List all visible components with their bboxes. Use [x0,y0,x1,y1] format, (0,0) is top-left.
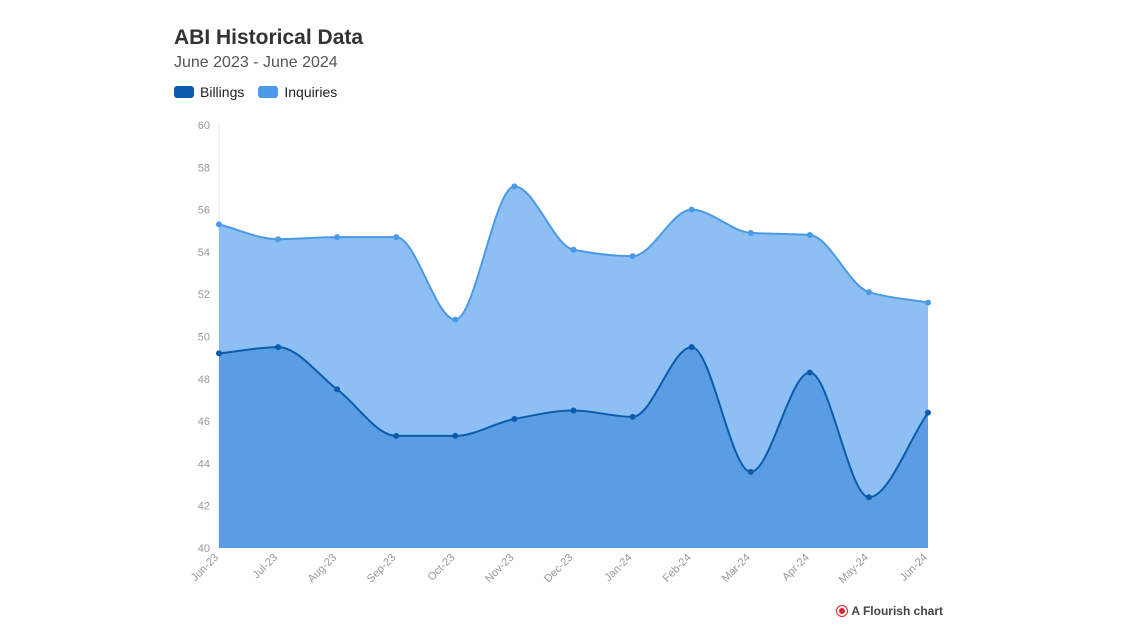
inquiries-point [688,206,695,213]
inquiries-point [629,253,636,260]
billings-point [806,369,813,376]
x-tick-label: Sep-23 [365,552,399,586]
x-tick-label: Oct-23 [426,552,458,584]
x-tick-label: Mar-24 [720,552,753,585]
billings-point [393,432,400,439]
legend-swatch-inquiries [258,86,279,98]
billings-point [925,409,931,416]
x-tick-label: Nov-23 [483,552,517,586]
flourish-credit-label: A Flourish chart [851,604,943,618]
y-tick-label: 48 [198,374,210,386]
x-tick-label: Dec-23 [542,552,576,586]
inquiries-point [865,289,872,296]
y-tick-label: 42 [198,501,210,513]
inquiries-point [511,183,518,190]
inquiries-point [334,234,341,241]
inquiries-point [806,231,813,238]
billings-line [218,346,929,499]
y-tick-label: 58 [198,162,210,174]
billings-point [629,413,636,420]
flourish-logo-icon [837,606,848,616]
chart-subtitle: June 2023 - June 2024 [174,54,338,71]
billings-point [865,494,872,501]
inquiries-point [925,299,931,306]
y-tick-label: 50 [198,332,210,344]
y-tick-label: 40 [198,543,210,555]
y-tick-label: 52 [198,289,210,301]
billings-point [570,407,577,414]
billings-point [334,386,341,393]
chart-title: ABI Historical Data [174,26,364,49]
inquiries-point [275,236,282,243]
x-tick-label: Feb-24 [661,552,694,585]
legend-label-billings: Billings [200,84,245,100]
flourish-credit[interactable]: A Flourish chart [837,604,943,618]
x-tick-label: Apr-24 [780,552,812,584]
inquiries-point [216,221,222,228]
x-tick-label: Jun-24 [898,552,930,584]
x-tick-label: Aug-23 [306,552,340,586]
inquiries-point [747,229,754,236]
y-tick-label: 60 [198,120,210,132]
billings-point [216,350,222,357]
billings-point [688,344,695,351]
x-tick-label: Jun-23 [189,552,221,584]
x-tick-label: Jul-23 [251,552,281,582]
legend-label-inquiries: Inquiries [284,84,338,100]
billings-point [452,432,459,439]
x-tick-label: Jan-24 [602,552,634,584]
y-tick-label: 44 [198,458,210,470]
billings-point [275,344,282,351]
y-tick-label: 54 [198,247,210,259]
legend-swatch-billings [174,86,194,98]
billings-point [747,468,754,475]
inquiries-point [452,316,459,323]
billings-area [219,347,928,548]
chart-legend: Billings Inquiries [174,84,351,100]
y-tick-label: 56 [198,205,210,217]
x-tick-label: May-24 [837,552,871,586]
inquiries-point [393,234,400,241]
legend-item-inquiries[interactable]: Inquiries [258,84,337,100]
inquiries-point [570,246,577,253]
y-tick-label: 46 [198,416,210,428]
legend-item-billings[interactable]: Billings [174,84,244,100]
billings-point [511,415,518,422]
